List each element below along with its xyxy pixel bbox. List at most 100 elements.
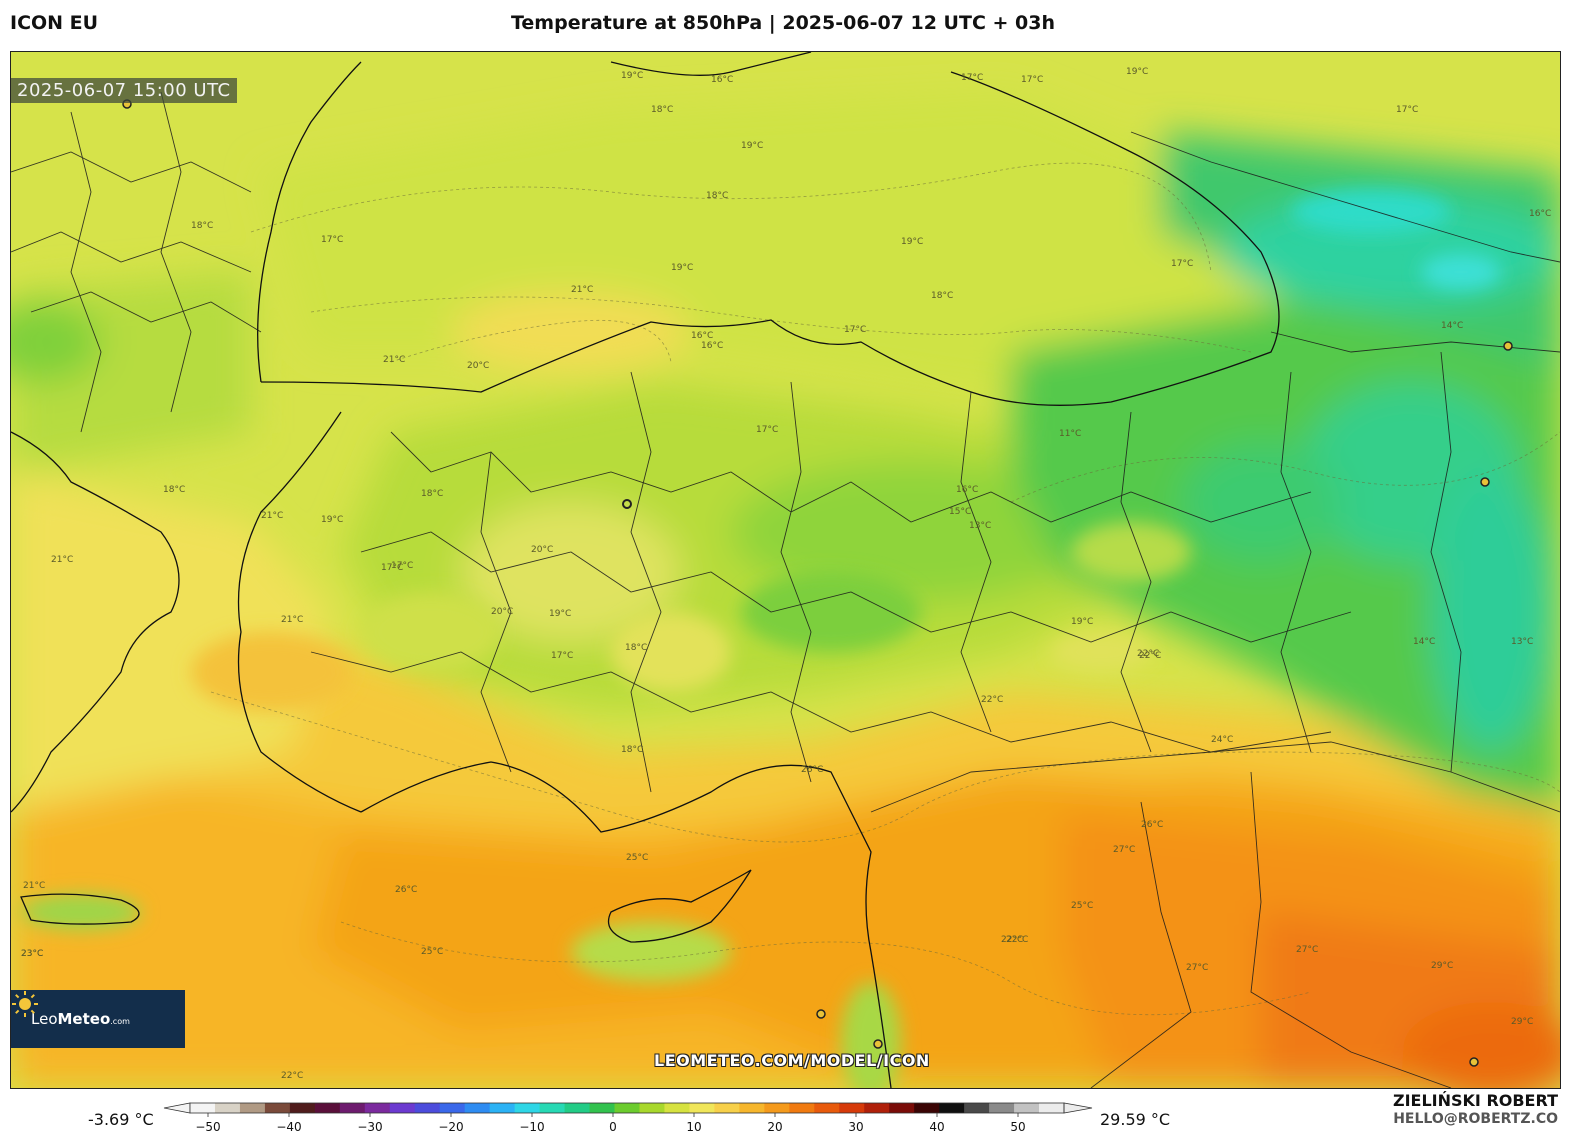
contour-label: 19°C: [741, 141, 763, 151]
colorbar-bin: [239, 1103, 266, 1113]
colorbar-max-label: 29.59 °C: [1100, 1110, 1171, 1129]
colorbar-bin: [639, 1103, 665, 1113]
colorbar-outline: [189, 1102, 1065, 1114]
colorbar-bin: [889, 1103, 915, 1113]
contour-label: 20°C: [531, 545, 553, 555]
colorbar-bin: [964, 1103, 990, 1113]
leometeo-logo: LeoMeteo.com: [11, 990, 185, 1048]
colorbar-bin: [739, 1103, 765, 1113]
colorbar-bin: [214, 1103, 241, 1113]
contour-label: 14°C: [1413, 637, 1435, 647]
contour-label: 27°C: [1113, 845, 1135, 855]
contour-labels: 19°C 18°C 19°C 17°C 16°C 17°C 19°C 18°C …: [21, 67, 1551, 1081]
colorbar-arrow-min: [163, 1102, 191, 1114]
contour-label: 22°C: [1139, 651, 1161, 661]
colorbar-bin: [389, 1103, 416, 1113]
colorbar-bin: [939, 1103, 965, 1113]
contour-label: 22°C: [981, 695, 1003, 705]
colorbar-bin: [764, 1103, 790, 1113]
colorbar-bin: [539, 1103, 566, 1113]
colorbar-bin: [289, 1103, 316, 1113]
contour-label: 22°C: [1001, 935, 1023, 945]
contour-label: 21°C: [571, 285, 593, 295]
colorbar: −50 −40 −30 −20 −10 0 10 20 30 40 50: [163, 1102, 1093, 1134]
contour-label: 17°C: [321, 235, 343, 245]
contour-label: 27°C: [1186, 963, 1208, 973]
colorbar-bin: [489, 1103, 516, 1113]
colorbar-tick-label: 10: [686, 1120, 701, 1134]
contour-label: 24°C: [1211, 735, 1233, 745]
contour-label: 19°C: [901, 237, 923, 247]
contour-label: 16°C: [701, 341, 723, 351]
colorbar-tick-label: −50: [195, 1120, 220, 1134]
colorbar-bin: [514, 1103, 541, 1113]
contour-label: 21°C: [383, 355, 405, 365]
colorbar-bin: [989, 1103, 1015, 1113]
colorbar-bin: [1039, 1103, 1065, 1113]
colorbar-bin: [814, 1103, 840, 1113]
colorbar-bin: [190, 1103, 216, 1113]
contour-label: 17°C: [844, 325, 866, 335]
colorbar-tick-label: −30: [357, 1120, 382, 1134]
contour-label: 19°C: [1126, 67, 1148, 77]
temperature-field: [11, 92, 1560, 1088]
isotherm-contours: [210, 162, 1560, 1016]
contour-label: 18°C: [706, 191, 728, 201]
contour-label: 21°C: [261, 511, 283, 521]
watermark: LEOMETEO.COM/MODEL/ICON: [654, 1051, 930, 1070]
model-name: ICON EU: [10, 12, 99, 34]
colorbar-bin: [264, 1103, 291, 1113]
contour-label: 17°C: [961, 73, 983, 83]
map-canvas: 19°C 18°C 19°C 17°C 16°C 17°C 19°C 18°C …: [11, 52, 1560, 1088]
colorbar-bins: [163, 1102, 1093, 1114]
contour-label: 26°C: [395, 885, 417, 895]
colorbar-ticks: −50 −40 −30 −20 −10 0 10 20 30 40 50: [195, 1113, 1026, 1134]
valid-time-label: 2025-06-07 15:00 UTC: [11, 78, 237, 103]
colorbar-tick-label: −40: [276, 1120, 301, 1134]
colorbar-bin: [414, 1103, 441, 1113]
colorbar-bin: [589, 1103, 616, 1113]
contour-label: 19°C: [671, 263, 693, 273]
contour-label: 19°C: [1071, 617, 1093, 627]
colorbar-arrow-max: [1063, 1102, 1093, 1114]
contour-label: 11°C: [1059, 429, 1081, 439]
contour-label: 16°C: [691, 331, 713, 341]
contour-label: 22°C: [1006, 935, 1028, 945]
author-email: HELLO@ROBERTZ.CO: [1393, 1111, 1558, 1127]
author-credit: ZIELIŃSKI ROBERT: [1392, 1091, 1558, 1110]
contour-label: 15°C: [949, 507, 971, 517]
contour-label: 17°C: [551, 651, 573, 661]
logo-text: LeoMeteo.com: [31, 1010, 130, 1028]
contour-label: 13°C: [1511, 637, 1533, 647]
temperature-map: 19°C 18°C 19°C 17°C 16°C 17°C 19°C 18°C …: [10, 51, 1561, 1089]
contour-label: 17°C: [756, 425, 778, 435]
colorbar-tick-label: 20: [767, 1120, 782, 1134]
colorbar-bin: [339, 1103, 366, 1113]
contour-label: 18°C: [421, 489, 443, 499]
colorbar-bin: [439, 1103, 466, 1113]
contour-label: 25°C: [421, 947, 443, 957]
sun-icon: [12, 991, 38, 1017]
colorbar-bin: [689, 1103, 715, 1113]
contour-label: 26°C: [1141, 820, 1163, 830]
map-title: Temperature at 850hPa | 2025-06-07 12 UT…: [510, 12, 1056, 34]
colorbar-bin: [664, 1103, 690, 1113]
colorbar-bin: [839, 1103, 865, 1113]
contour-label: 18°C: [625, 643, 647, 653]
contour-label: 17°C: [381, 563, 403, 573]
colorbar-bin: [1014, 1103, 1040, 1113]
colorbar-bin: [614, 1103, 640, 1113]
contour-label: 29°C: [1431, 961, 1453, 971]
contour-label: 18°C: [621, 745, 643, 755]
colorbar-bin: [314, 1103, 341, 1113]
contour-label: 13°C: [969, 521, 991, 531]
colorbar-tick-label: 0: [609, 1120, 617, 1134]
province-borders: [11, 91, 1560, 1088]
contour-label: 18°C: [651, 105, 673, 115]
contour-label: 26°C: [801, 765, 823, 775]
contour-label: 17°C: [1021, 75, 1043, 85]
contour-label: 21°C: [23, 881, 45, 891]
contour-label: 27°C: [1296, 945, 1318, 955]
colorbar-bin: [864, 1103, 890, 1113]
contour-label: 16°C: [1529, 209, 1551, 219]
